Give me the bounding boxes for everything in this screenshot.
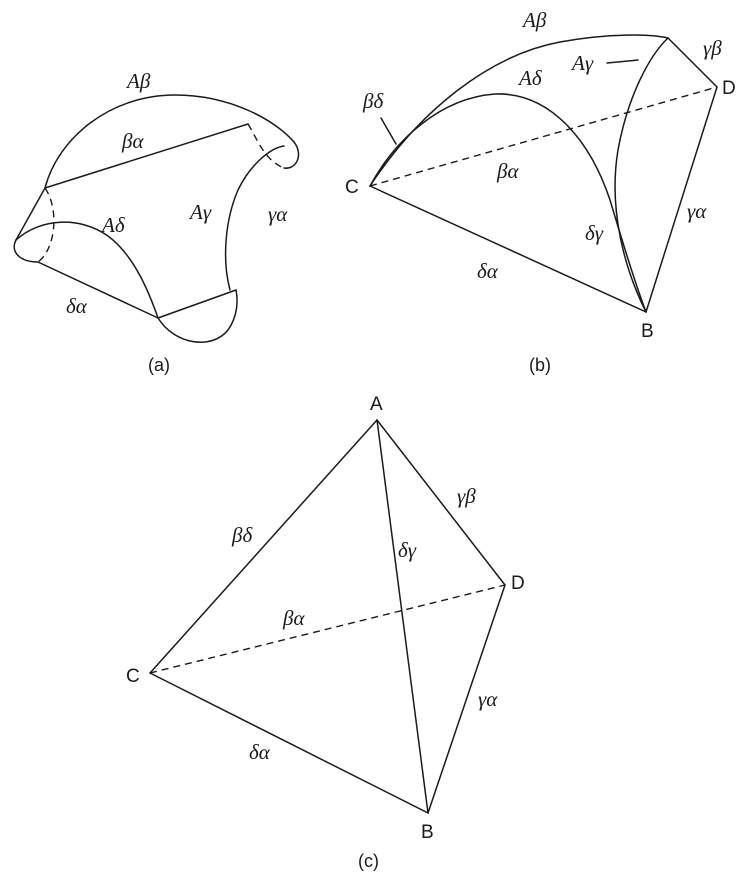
panel-b-edge-bd [645, 86, 718, 313]
panel-c-label-ga: γα [478, 687, 498, 711]
panel-a-ag-arch [224, 145, 285, 291]
panel-a-left-hidden [37, 187, 55, 263]
panel-c-caption: (c) [358, 851, 379, 871]
panel-c-label-dg: δγ [398, 538, 417, 562]
panel-a-label-ab: Aβ [125, 69, 151, 93]
panel-b-vertex-b: B [641, 321, 654, 342]
panel-c-vertex-b: B [421, 822, 434, 843]
panel-b-vertex-c: C [345, 177, 359, 198]
panel-c-edge-cd [149, 584, 506, 674]
panel-c-edge-ad [376, 419, 506, 586]
panel-a-ad-arch [15, 221, 159, 319]
panel-c-label-da: δα [249, 740, 271, 764]
panel-c-label-ba: βα [282, 606, 305, 630]
panel-b-ag-curve [614, 37, 669, 313]
panel-b-edge-cd [369, 86, 718, 187]
panel-b: Aβ γβ Aγ Aδ βδ βα δγ γα δα C D B (b) [345, 8, 736, 375]
panel-b-vertex-d: D [722, 78, 736, 99]
panel-a-label-ag: Aγ [188, 200, 212, 224]
panel-a-label-ga: γα [268, 202, 288, 226]
panel-c-edge-db [427, 584, 506, 814]
panel-a-outer-arch [44, 94, 295, 189]
panel-c-edge-ab [376, 419, 429, 814]
panel-c-label-gb: γβ [457, 484, 476, 508]
panel-a-right-loop [283, 141, 300, 169]
panel-b-edge-cb [369, 185, 647, 313]
panel-a: Aβ βα Aδ Aγ γα δα (a) [13, 69, 300, 375]
panel-b-label-ba: βα [496, 159, 519, 183]
panel-a-label-da: δα [66, 294, 88, 318]
panel-c-vertex-c: C [126, 666, 140, 687]
panel-c-vertex-d: D [511, 573, 525, 594]
panel-a-left-loop [13, 239, 39, 263]
panel-a-label-ba: βα [121, 129, 144, 153]
panel-a-bottom-loop [157, 289, 238, 343]
panel-a-bottom-right [157, 289, 237, 319]
panel-b-label-bd: βδ [362, 89, 384, 113]
panel-b-label-da: δα [477, 259, 499, 283]
panel-a-bottom-edge [37, 261, 159, 319]
panel-c-edge-cb [149, 672, 429, 814]
panel-b-ab-arch [369, 34, 669, 187]
panel-a-left-side [15, 187, 46, 241]
panel-c-label-bd: βδ [231, 523, 253, 547]
panel-a-caption: (a) [148, 355, 170, 375]
panel-b-edge-top-d [667, 37, 718, 88]
panel-c: γβ βδ δγ βα γα δα A C D B (c) [126, 394, 525, 871]
panel-b-label-gb: γβ [703, 36, 722, 60]
panel-b-leader-bd [380, 117, 397, 145]
panel-b-leader-ag [606, 59, 639, 64]
panel-b-label-ad: Aδ [517, 66, 543, 90]
panel-c-vertex-a: A [370, 394, 383, 415]
panel-b-label-ag: Aγ [570, 51, 594, 75]
panel-a-label-ad: Aδ [100, 213, 126, 237]
panel-a-right-hidden [247, 123, 285, 169]
panel-b-label-ga: γα [687, 199, 707, 223]
panel-b-label-dg: δγ [585, 221, 604, 245]
panel-b-caption: (b) [529, 355, 551, 375]
panel-b-label-ab: Aβ [521, 8, 547, 32]
panel-b-ad-arch [369, 93, 647, 313]
panel-a-top-edge [44, 123, 249, 189]
panel-c-edge-ac [149, 419, 378, 674]
